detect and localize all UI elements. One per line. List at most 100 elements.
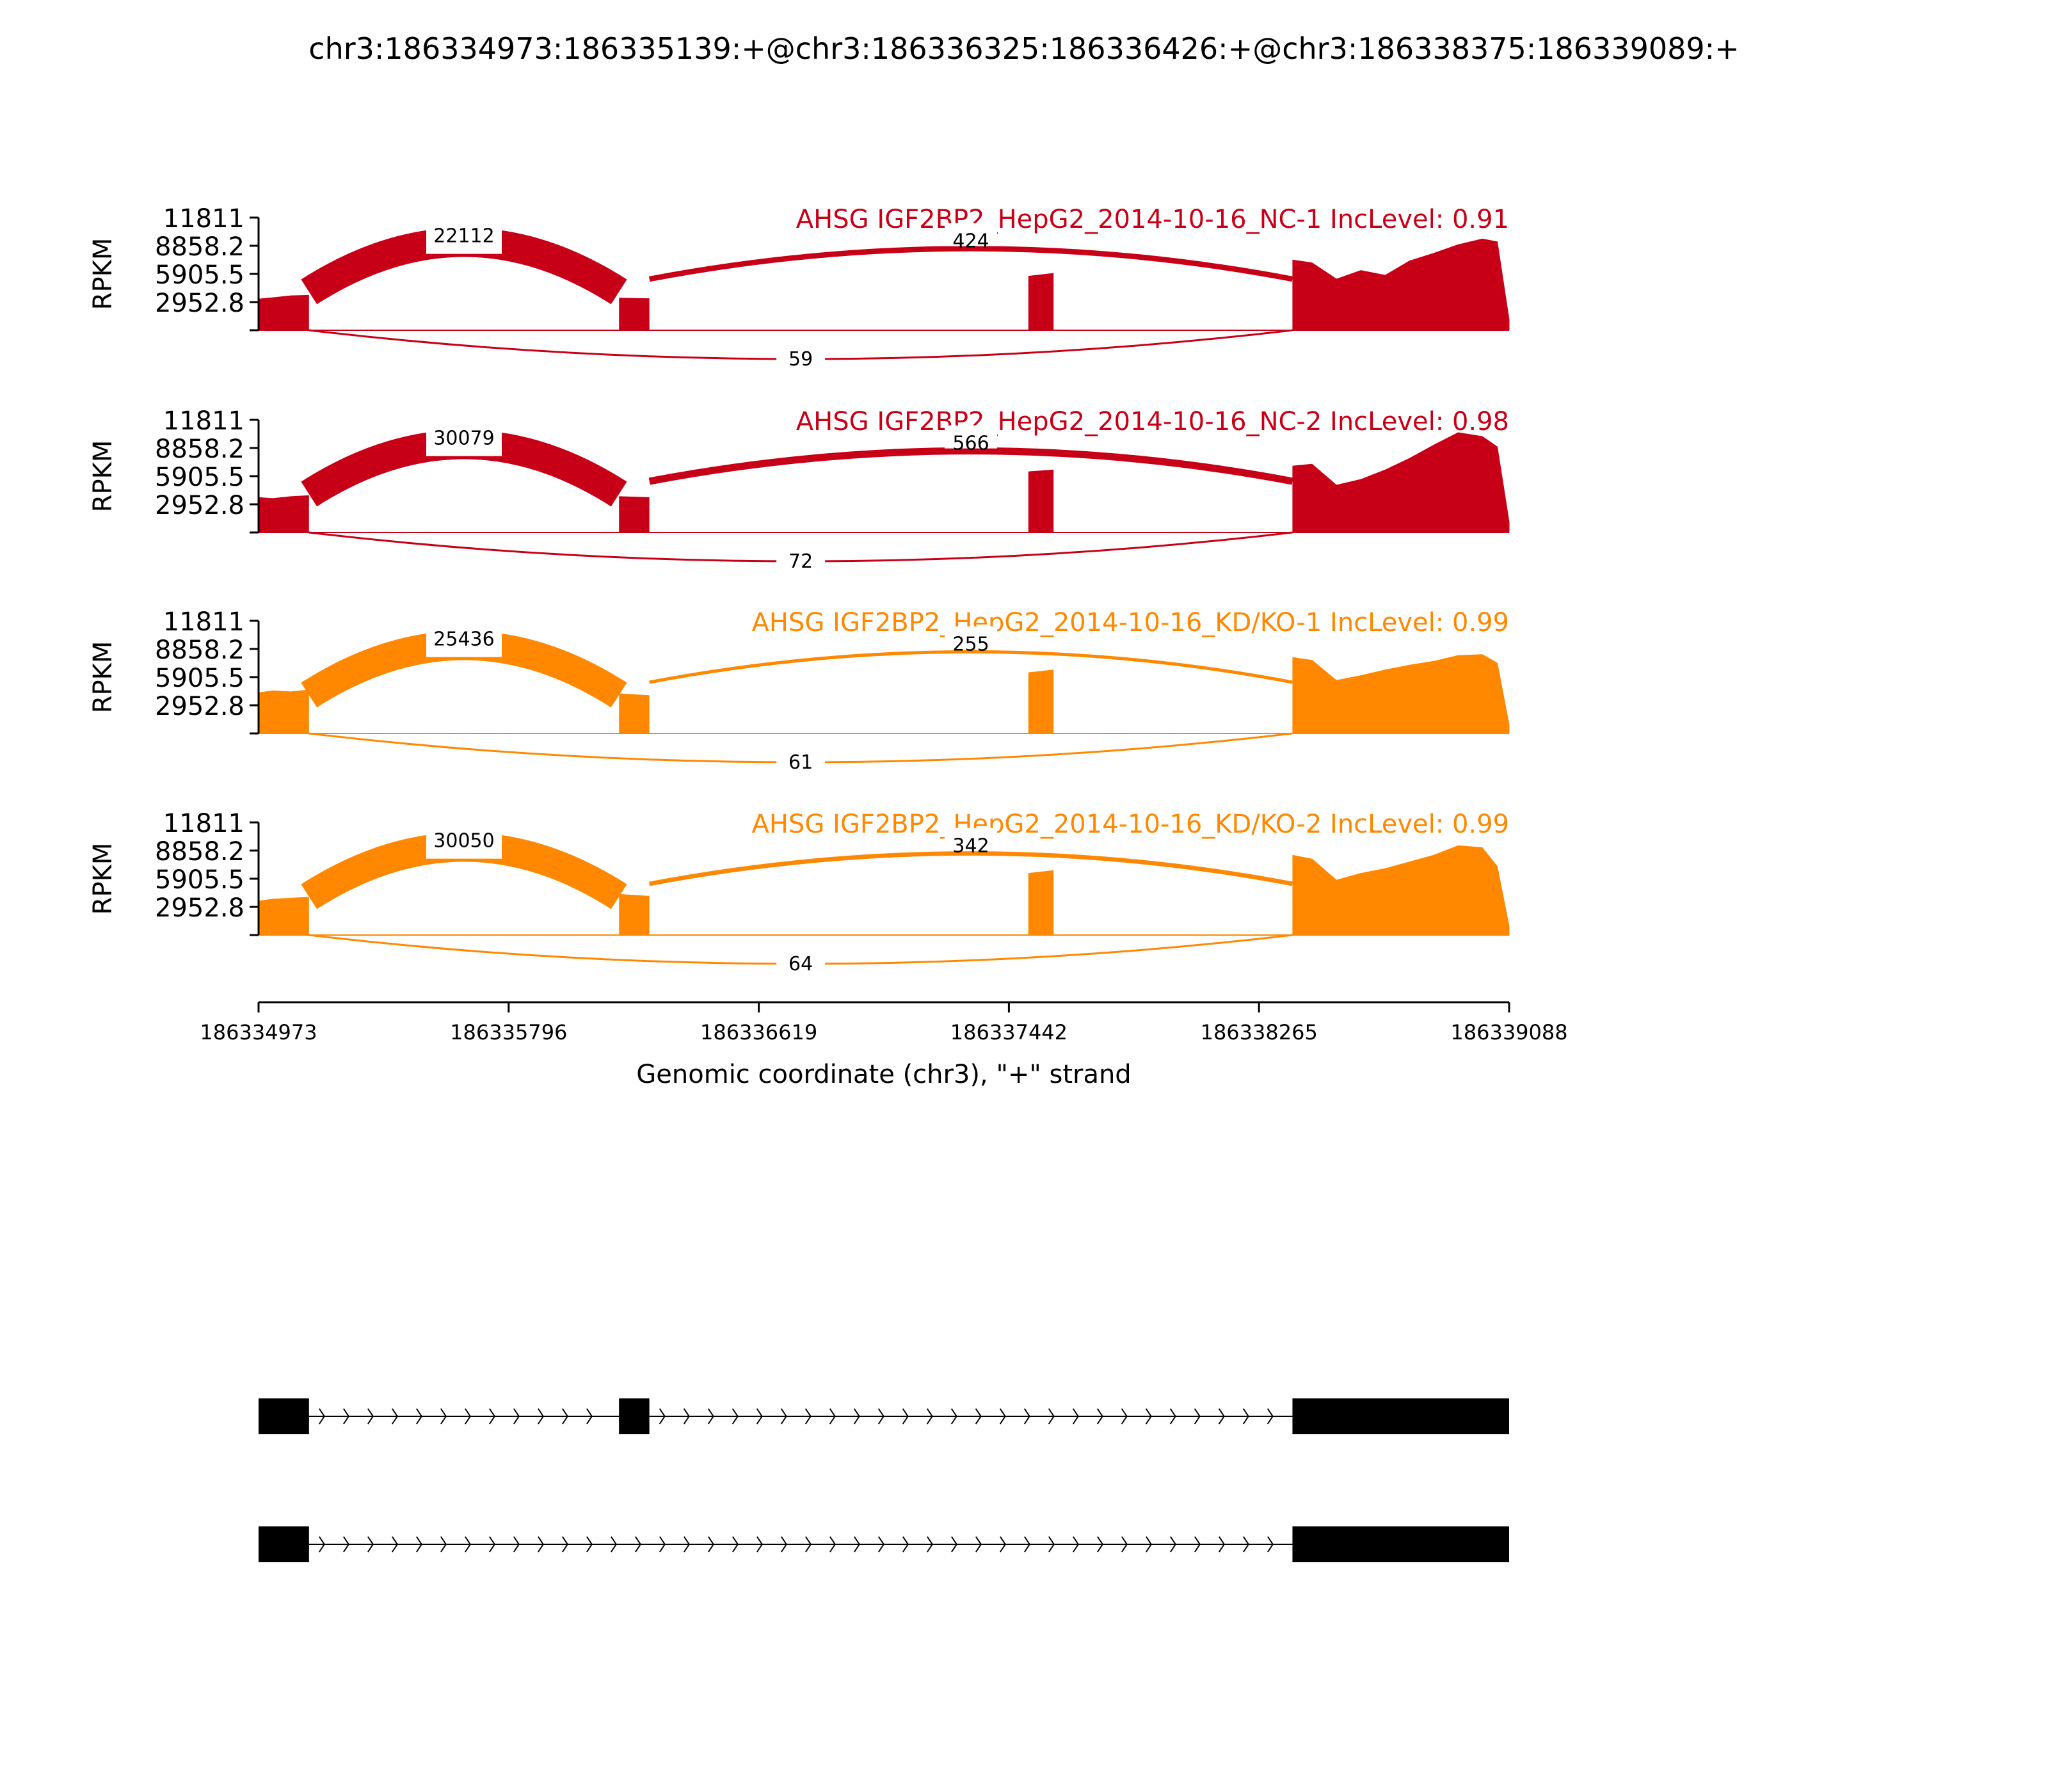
strand-chevron bbox=[1048, 1536, 1055, 1553]
isoform-1 bbox=[259, 1398, 1509, 1434]
strand-chevron bbox=[440, 1408, 447, 1425]
strand-chevron bbox=[1169, 1408, 1176, 1425]
strand-chevron bbox=[853, 1536, 861, 1553]
strand-chevron bbox=[877, 1408, 884, 1425]
strand-chevron bbox=[1048, 1408, 1055, 1425]
junction-label-bg bbox=[776, 345, 826, 371]
strand-chevron bbox=[659, 1408, 666, 1425]
strand-chevron bbox=[513, 1536, 520, 1553]
y-tick-label: 5905.5 bbox=[155, 463, 244, 492]
y-tick-label: 11811 bbox=[163, 406, 244, 436]
strand-chevron bbox=[659, 1536, 666, 1553]
x-tick-label: 186338265 bbox=[1201, 1020, 1318, 1044]
y-tick-label: 5905.5 bbox=[155, 865, 244, 895]
y-tick-label: 11811 bbox=[163, 607, 244, 637]
strand-chevron bbox=[561, 1408, 569, 1425]
x-axis: 186334973 186335796 186336619 186337442 1863… bbox=[200, 1001, 1568, 1089]
strand-chevron bbox=[902, 1408, 909, 1425]
junction-label-bg bbox=[776, 950, 826, 975]
strand-chevron bbox=[586, 1536, 593, 1553]
junction-label-bg bbox=[426, 215, 502, 254]
strand-chevron bbox=[1072, 1536, 1080, 1553]
y-axis-label: RPKM bbox=[88, 440, 118, 513]
y-tick-label: 11811 bbox=[163, 809, 244, 838]
strand-chevron bbox=[1169, 1536, 1177, 1553]
track-label: AHSG IGF2BP2_HepG2_2014-10-16_NC-1 IncLe… bbox=[796, 205, 1509, 234]
strand-chevron bbox=[561, 1536, 569, 1553]
strand-chevron bbox=[1096, 1408, 1103, 1425]
strand-chevron bbox=[537, 1536, 545, 1553]
x-tick-label: 186337442 bbox=[950, 1020, 1068, 1044]
y-tick-label: 8858.2 bbox=[155, 435, 244, 464]
strand-chevron bbox=[732, 1536, 739, 1553]
strand-chevron bbox=[950, 1408, 957, 1425]
y-tick-label: 2952.8 bbox=[155, 289, 244, 318]
strand-chevron bbox=[804, 1536, 812, 1553]
junction-arc bbox=[648, 246, 1293, 282]
junction-label: 22112 bbox=[433, 225, 494, 248]
junction-label-bg bbox=[945, 223, 998, 246]
strand-chevron bbox=[1242, 1536, 1250, 1553]
strand-chevron bbox=[707, 1536, 715, 1553]
strand-chevron bbox=[853, 1408, 860, 1425]
junction-label: 59 bbox=[788, 348, 813, 371]
junction-label: 61 bbox=[788, 751, 813, 774]
junction-label: 424 bbox=[952, 230, 989, 253]
strand-chevron bbox=[1242, 1408, 1249, 1425]
figure-title: chr3:186334973:186335139:+@chr3:18633632… bbox=[308, 31, 1739, 66]
strand-chevron bbox=[877, 1536, 885, 1553]
y-tick-label: 2952.8 bbox=[155, 692, 244, 721]
strand-chevron bbox=[975, 1408, 982, 1425]
y-tick-label: 8858.2 bbox=[155, 837, 244, 867]
strand-chevron bbox=[829, 1408, 836, 1425]
y-axis-label: RPKM bbox=[88, 238, 118, 310]
strand-chevron bbox=[804, 1408, 812, 1425]
junction-arc bbox=[648, 447, 1293, 485]
exon-block bbox=[1292, 1526, 1509, 1562]
x-tick-label: 186339088 bbox=[1450, 1020, 1567, 1044]
coverage-area bbox=[259, 432, 1510, 532]
strand-chevron bbox=[926, 1408, 933, 1425]
strand-chevron bbox=[756, 1408, 763, 1425]
strand-chevron bbox=[950, 1536, 958, 1553]
x-tick-label: 186336619 bbox=[700, 1020, 817, 1044]
strand-chevron bbox=[1023, 1536, 1031, 1553]
y-tick-label: 2952.8 bbox=[155, 893, 244, 923]
strand-chevron bbox=[464, 1536, 472, 1553]
junction-label-bg bbox=[945, 626, 998, 650]
strand-chevron bbox=[488, 1536, 496, 1553]
strand-chevron bbox=[1267, 1408, 1274, 1425]
strand-chevron bbox=[342, 1536, 350, 1553]
track-label: AHSG IGF2BP2_HepG2_2014-10-16_KD/KO-1 In… bbox=[751, 608, 1509, 637]
strand-chevron bbox=[1194, 1408, 1201, 1425]
y-tick-label: 11811 bbox=[163, 204, 244, 234]
exon-block bbox=[1292, 1398, 1509, 1434]
strand-chevron bbox=[1194, 1536, 1201, 1553]
exon-block bbox=[259, 1526, 309, 1562]
junction-label-bg bbox=[776, 748, 826, 774]
junction-label-bg bbox=[426, 618, 502, 657]
junction-label-bg bbox=[426, 820, 502, 859]
strand-chevron bbox=[610, 1536, 618, 1553]
strand-chevron bbox=[1267, 1536, 1274, 1553]
strand-chevron bbox=[1096, 1536, 1104, 1553]
junction-label-bg bbox=[426, 417, 502, 456]
x-axis-label: Genomic coordinate (chr3), "+" strand bbox=[636, 1060, 1131, 1089]
track-label: AHSG IGF2BP2_HepG2_2014-10-16_KD/KO-2 In… bbox=[751, 810, 1509, 839]
strand-chevron bbox=[537, 1408, 545, 1425]
strand-chevron bbox=[1121, 1536, 1128, 1553]
strand-chevron bbox=[756, 1536, 764, 1553]
junction-arc bbox=[649, 650, 1293, 684]
exon-block bbox=[259, 1398, 309, 1434]
coverage-area bbox=[259, 238, 1510, 330]
coverage-area bbox=[259, 845, 1510, 935]
strand-chevron bbox=[780, 1536, 788, 1553]
y-tick-label: 2952.8 bbox=[155, 491, 244, 520]
strand-chevron bbox=[1023, 1408, 1030, 1425]
strand-chevron bbox=[902, 1536, 909, 1553]
strand-chevron bbox=[342, 1408, 350, 1425]
